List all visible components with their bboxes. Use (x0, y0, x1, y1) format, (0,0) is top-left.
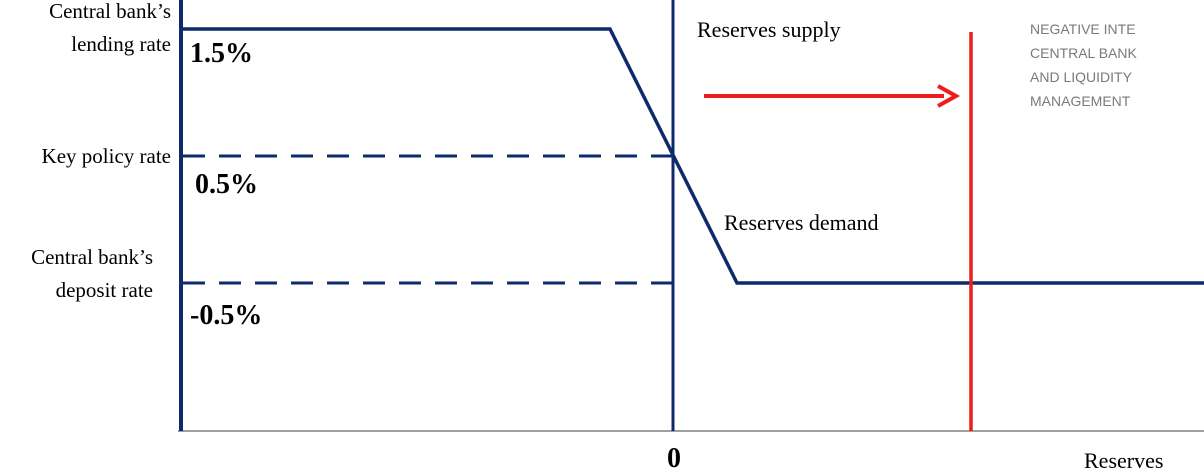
rate-value-high: 1.5% (190, 38, 253, 69)
watermark-line2: CENTRAL BANK (1030, 45, 1138, 61)
x-axis-label: Reserves (1084, 448, 1163, 473)
rate-value-mid: 0.5% (195, 169, 258, 200)
zero-tick-label: 0 (667, 443, 681, 474)
lending-rate-label-line1: Central bank’s (49, 0, 171, 23)
lending-rate-label-line2: lending rate (71, 32, 171, 56)
supply-shift-arrow-head (937, 84, 961, 108)
watermark-line4: MANAGEMENT (1030, 93, 1131, 109)
rate-value-low: -0.5% (190, 300, 262, 331)
deposit-rate-label-line1: Central bank’s (31, 245, 153, 269)
reserves-supply-label: Reserves supply (697, 17, 841, 42)
watermark-line3: AND LIQUIDITY (1030, 69, 1133, 85)
reserves-demand-label: Reserves demand (724, 210, 879, 235)
watermark-line1: NEGATIVE INTE (1030, 21, 1136, 37)
key-policy-rate-label: Key policy rate (42, 144, 171, 168)
deposit-rate-label-line2: deposit rate (56, 278, 153, 302)
